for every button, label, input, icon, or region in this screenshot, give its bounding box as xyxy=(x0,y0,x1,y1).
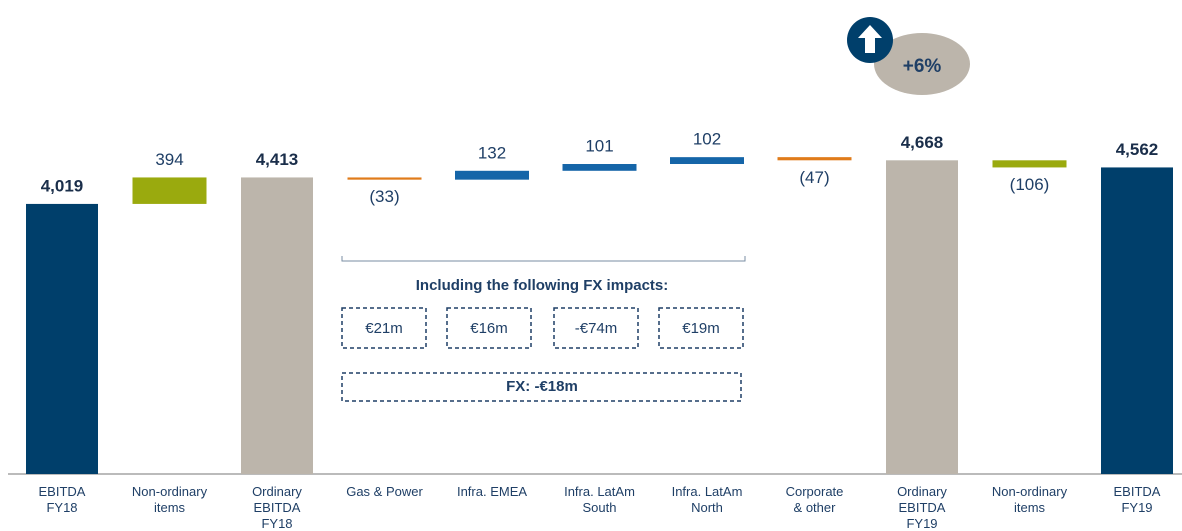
bar xyxy=(347,177,422,180)
bar xyxy=(132,177,207,204)
x-tick-label: Ordinary EBITDA FY19 xyxy=(897,484,947,531)
value-label: 4,668 xyxy=(901,133,944,152)
x-tick-label: Gas & Power xyxy=(346,484,423,499)
fx-title: Including the following FX impacts: xyxy=(416,277,669,294)
x-tick-label: Ordinary EBITDA FY18 xyxy=(252,484,302,531)
value-label: 102 xyxy=(693,130,721,149)
x-tick-label: EBITDA FY18 xyxy=(38,484,86,515)
x-tick-label: Non-ordinary items xyxy=(991,484,1068,515)
fx-box xyxy=(446,307,532,349)
value-label: (106) xyxy=(1010,175,1050,194)
fx-total: FX: -€18m xyxy=(506,378,578,395)
bar xyxy=(886,160,958,474)
bar xyxy=(777,157,852,161)
fx-impact: -€74m xyxy=(575,320,618,337)
value-label: (47) xyxy=(799,168,829,187)
fx-bracket xyxy=(341,256,746,262)
x-tick-label: Infra. LatAm South xyxy=(564,484,635,515)
fx-box xyxy=(658,307,744,349)
value-label: 132 xyxy=(478,143,506,162)
value-label: 4,562 xyxy=(1116,140,1159,159)
fx-impact: €21m xyxy=(365,320,403,337)
fx-impact: €19m xyxy=(682,320,720,337)
fx-box xyxy=(553,307,639,349)
value-label: 394 xyxy=(155,150,183,169)
bar xyxy=(1101,167,1173,474)
bar xyxy=(562,164,637,171)
value-label: 4,019 xyxy=(41,176,84,195)
value-label: 101 xyxy=(585,136,613,155)
x-tick-label: Infra. LatAm North xyxy=(671,484,743,515)
value-label: (33) xyxy=(369,187,399,206)
value-label: 4,413 xyxy=(256,150,299,169)
growth-bubble xyxy=(874,33,970,95)
fx-impact: €16m xyxy=(470,320,508,337)
fx-total-box xyxy=(341,372,742,402)
bar xyxy=(670,157,744,165)
x-tick-label: Non-ordinary items xyxy=(131,484,208,515)
bar xyxy=(241,177,313,474)
bar xyxy=(455,170,529,180)
growth-arrow xyxy=(858,25,882,53)
bar xyxy=(992,160,1067,168)
fx-box xyxy=(341,307,427,349)
x-tick-label: Infra. EMEA xyxy=(456,484,528,499)
x-tick-label: EBITDA FY19 xyxy=(1113,484,1161,515)
growth-label: +6% xyxy=(903,56,942,77)
bar xyxy=(26,203,98,474)
x-tick-label: Corporate & other xyxy=(785,484,844,515)
